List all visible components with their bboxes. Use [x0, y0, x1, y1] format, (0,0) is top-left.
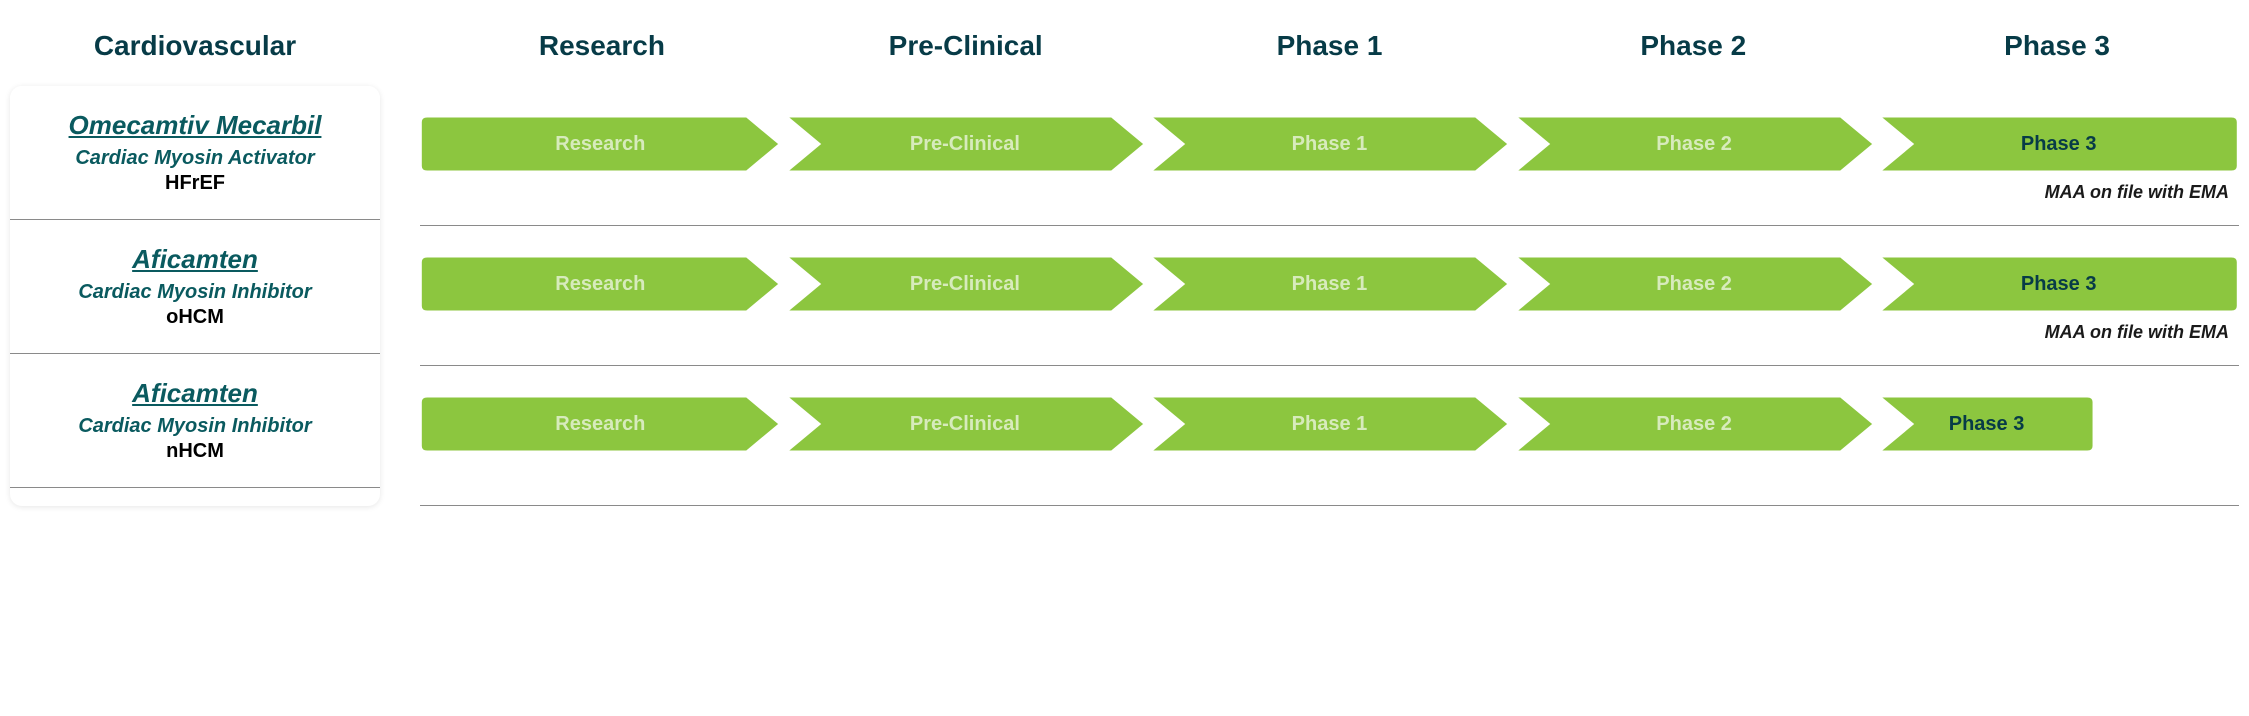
- phase-chevron-label: Pre-Clinical: [910, 413, 1020, 436]
- phase-chevron: Pre-Clinical: [785, 116, 1146, 172]
- phase-chevron-label: Research: [555, 133, 645, 156]
- phase-chevron: Research: [420, 396, 781, 452]
- phase-chevron: Phase 2: [1514, 116, 1875, 172]
- drug-name-link[interactable]: Omecamtiv Mecarbil: [20, 110, 370, 141]
- drug-mechanism: Cardiac Myosin Inhibitor: [20, 281, 370, 304]
- phase-header: Phase 1: [1148, 30, 1512, 62]
- phase-chevron-label: Phase 3: [2021, 273, 2097, 296]
- phase-chevron-label: Research: [555, 413, 645, 436]
- chevron-row: Research Pre-Clinical Phase 1 Phase 2 Phase …: [420, 366, 2239, 506]
- drug-name-link[interactable]: Aficamten: [20, 244, 370, 275]
- phase-chevron: Research: [420, 256, 781, 312]
- phase-header: Phase 3: [1875, 30, 2239, 62]
- pipeline-table: Cardiovascular ResearchPre-ClinicalPhase…: [10, 20, 2239, 506]
- phase-chevron: Phase 1: [1149, 116, 1510, 172]
- drug-mechanism: Cardiac Myosin Inhibitor: [20, 415, 370, 438]
- phase-chevron-label: Phase 2: [1656, 273, 1732, 296]
- phase-header: Phase 2: [1511, 30, 1875, 62]
- chevron-bar: Research Pre-Clinical Phase 1 Phase 2 Phase …: [420, 256, 2239, 312]
- phase-chevron: Phase 3: [1878, 116, 2239, 172]
- row-note: MAA on file with EMA: [420, 182, 2239, 203]
- phase-chevron-label: Phase 1: [1292, 273, 1368, 296]
- row-note: MAA on file with EMA: [420, 322, 2239, 343]
- drug-card: Aficamten Cardiac Myosin InhibitoroHCM: [10, 220, 380, 354]
- phase-chevron: Pre-Clinical: [785, 256, 1146, 312]
- phase-chevron-label: Phase 2: [1656, 413, 1732, 436]
- drug-indication: HFrEF: [20, 172, 370, 195]
- phase-chevron: Pre-Clinical: [785, 396, 1146, 452]
- drug-mechanism: Cardiac Myosin Activator: [20, 147, 370, 170]
- phase-chevron-label: Phase 1: [1292, 413, 1368, 436]
- chevron-bar: Research Pre-Clinical Phase 1 Phase 2 Phase …: [420, 116, 2239, 172]
- phase-chevron-label: Phase 3: [1949, 413, 2025, 436]
- phase-chevron: Phase 1: [1149, 256, 1510, 312]
- category-header: Cardiovascular: [10, 20, 380, 86]
- drug-card: Aficamten Cardiac Myosin InhibitornHCM: [10, 354, 380, 488]
- phase-header: Research: [420, 30, 784, 62]
- phase-chevron-label: Phase 2: [1656, 133, 1732, 156]
- drug-indication: oHCM: [20, 306, 370, 329]
- phase-chevron-label: Pre-Clinical: [910, 133, 1020, 156]
- phase-header: Pre-Clinical: [784, 30, 1148, 62]
- phase-chevron-label: Pre-Clinical: [910, 273, 1020, 296]
- phase-chevron: Phase 2: [1514, 256, 1875, 312]
- phase-headers: ResearchPre-ClinicalPhase 1Phase 2Phase …: [420, 20, 2239, 86]
- chevron-row-list: Research Pre-Clinical Phase 1 Phase 2 Phase …: [420, 86, 2239, 506]
- drug-card: Omecamtiv Mecarbil Cardiac Myosin Activat…: [10, 86, 380, 220]
- drug-name-link[interactable]: Aficamten: [20, 378, 370, 409]
- drug-card-list: Omecamtiv Mecarbil Cardiac Myosin Activat…: [10, 86, 380, 506]
- chevron-bar: Research Pre-Clinical Phase 1 Phase 2 Phase …: [420, 396, 2239, 452]
- phase-chevron-label: Phase 1: [1292, 133, 1368, 156]
- phase-chevron: Phase 2: [1514, 396, 1875, 452]
- phase-chevron-label: Research: [555, 273, 645, 296]
- chevron-row: Research Pre-Clinical Phase 1 Phase 2 Phase …: [420, 86, 2239, 226]
- chevron-row: Research Pre-Clinical Phase 1 Phase 2 Phase …: [420, 226, 2239, 366]
- phase-chevron: Research: [420, 116, 781, 172]
- phase-chevron-label: Phase 3: [2021, 133, 2097, 156]
- drug-indication: nHCM: [20, 440, 370, 463]
- phase-chevron: Phase 3: [1878, 396, 2239, 452]
- phase-chevron: Phase 3: [1878, 256, 2239, 312]
- phase-chevron: Phase 1: [1149, 396, 1510, 452]
